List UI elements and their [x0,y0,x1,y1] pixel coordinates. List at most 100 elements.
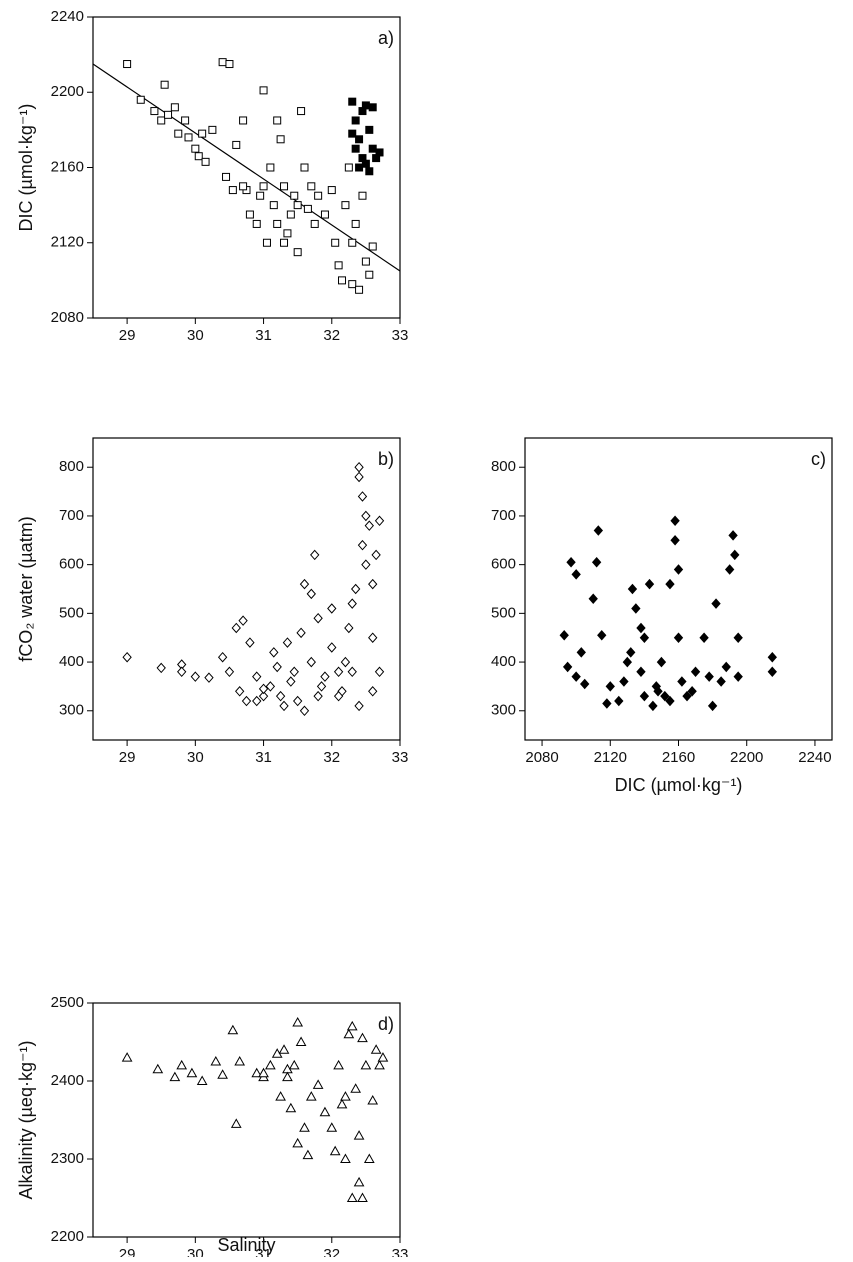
y-tick-label: 800 [59,458,84,475]
point [733,671,743,682]
point [265,681,276,692]
point [313,612,323,624]
point [355,285,364,294]
point [348,97,357,106]
point [721,661,731,673]
point [292,695,303,707]
x-tick-label: 33 [392,1246,409,1257]
point [228,186,237,195]
point [344,622,354,634]
point [353,1176,365,1187]
point [348,280,357,289]
point [299,705,310,717]
point [343,1028,355,1039]
x-tick-label: 29 [119,327,136,344]
x-tick-label: 29 [119,1246,136,1257]
y-tick-label: 400 [59,653,84,670]
point [194,152,203,161]
point [280,238,289,247]
point [636,666,646,678]
point [295,1036,307,1046]
point [293,201,302,210]
y-tick-label: 2240 [51,8,84,25]
point [136,95,145,104]
point [333,1059,344,1070]
point [150,107,159,116]
point [306,656,316,668]
x-tick-label: 32 [323,327,340,344]
point [375,148,384,157]
point [353,1130,365,1140]
point [232,140,241,149]
point [593,525,604,536]
point [186,1067,198,1078]
point [262,238,271,247]
x-tick-label: 32 [323,1246,340,1257]
x-axis-title: Salinity [217,1235,275,1255]
point [234,1055,246,1066]
point [724,564,735,575]
point [656,656,667,668]
point [346,1020,358,1031]
x-tick-label: 2120 [594,749,627,766]
point [665,695,675,707]
point [297,107,306,116]
point [245,637,255,648]
point [707,700,718,712]
point [265,1059,276,1070]
point [368,242,377,251]
point [204,672,214,683]
point [316,681,327,692]
point [358,191,367,200]
point [559,630,569,641]
point [300,163,309,172]
point [305,1091,317,1101]
point [368,144,377,153]
point [293,248,302,257]
point [357,1032,368,1043]
point [371,549,381,561]
y-tick-label: 700 [491,507,516,524]
point [252,695,262,707]
point [227,1024,239,1035]
point [251,1067,263,1078]
point [571,671,581,682]
x-tick-label: 33 [392,327,409,344]
y-tick-label: 300 [59,702,84,719]
point [377,1052,389,1062]
y-axis-title: Alkalinity (µeq·kg⁻¹) [16,1041,36,1200]
point [670,515,680,527]
point [357,491,368,502]
point [259,86,268,95]
point [677,676,687,687]
point [562,661,573,673]
point [571,569,581,580]
point [320,210,329,219]
point [327,603,337,614]
point [767,651,777,663]
point [191,144,200,153]
point [365,270,374,279]
point [224,666,235,678]
point [338,276,347,285]
y-axis-title: fCO₂ water (µatm) [16,516,36,661]
x-tick-label: 2200 [730,749,763,766]
point [286,210,295,219]
point [319,1106,331,1117]
point [348,129,357,138]
x-tick-label: 30 [187,1246,204,1257]
point [252,671,262,682]
point [351,116,360,125]
point [160,80,169,89]
y-tick-label: 2200 [51,83,84,100]
point [354,471,364,483]
y-tick-label: 600 [491,556,516,573]
point [266,163,275,172]
point [217,651,228,663]
point [280,182,289,191]
point [340,656,351,668]
point [225,60,234,69]
point [307,182,316,191]
point [299,1122,310,1132]
point [198,129,207,138]
